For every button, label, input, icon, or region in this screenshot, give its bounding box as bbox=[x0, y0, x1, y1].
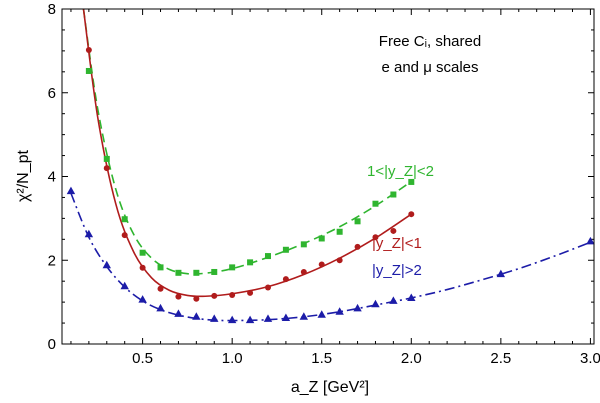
data-point-square bbox=[193, 269, 200, 276]
y-tick-label: 0 bbox=[48, 336, 56, 353]
y-axis-label: χ²/N_pt bbox=[15, 149, 32, 202]
x-tick-label: 1.5 bbox=[311, 350, 332, 367]
x-tick-label: 3.0 bbox=[580, 350, 600, 367]
data-point-triangle bbox=[174, 309, 183, 317]
data-point-square bbox=[247, 259, 254, 266]
data-point-circle bbox=[211, 292, 218, 299]
data-point-triangle bbox=[335, 307, 344, 315]
data-point-circle bbox=[85, 47, 92, 54]
data-point-square bbox=[390, 191, 397, 198]
data-point-triangle bbox=[389, 296, 398, 304]
fit-curve-series-0 bbox=[82, 9, 412, 275]
y-tick-label: 4 bbox=[48, 169, 56, 186]
data-point-square bbox=[264, 253, 271, 260]
data-point-triangle bbox=[353, 303, 362, 312]
data-point-circle bbox=[193, 295, 200, 302]
y-tick-label: 8 bbox=[48, 1, 56, 18]
data-point-circle bbox=[336, 257, 343, 264]
annotation-line-1: Free Cᵢ, shared bbox=[379, 33, 481, 50]
data-point-circle bbox=[318, 261, 325, 268]
data-point-triangle bbox=[371, 299, 380, 308]
data-point-square bbox=[354, 218, 361, 225]
y-tick-label: 2 bbox=[48, 252, 56, 269]
data-point-square bbox=[300, 241, 307, 248]
data-point-circle bbox=[264, 284, 271, 291]
data-point-square bbox=[157, 264, 164, 271]
data-point-circle bbox=[175, 293, 182, 300]
data-point-square bbox=[229, 264, 236, 271]
data-point-triangle bbox=[227, 315, 237, 324]
x-axis-label: a_Z [GeV²] bbox=[291, 379, 369, 396]
data-point-triangle bbox=[263, 314, 273, 322]
data-point-circle bbox=[354, 243, 361, 250]
y-tick-label: 6 bbox=[48, 85, 56, 102]
data-point-triangle bbox=[120, 281, 129, 290]
data-point-triangle bbox=[66, 186, 76, 195]
fit-curve-series-1 bbox=[82, 9, 412, 298]
data-point-circle bbox=[390, 227, 397, 234]
data-point-square bbox=[408, 178, 415, 185]
data-point-square bbox=[211, 268, 218, 275]
data-point-circle bbox=[157, 285, 164, 292]
data-point-square bbox=[121, 216, 128, 223]
data-point-circle bbox=[372, 234, 379, 241]
series-label-forward: |y_Z|>2 bbox=[372, 262, 422, 279]
y-tick-labels: 0 2 4 6 8 bbox=[48, 1, 56, 353]
x-tick-labels: 0.5 1.0 1.5 2.0 2.5 3.0 bbox=[132, 350, 600, 367]
data-point-triangle bbox=[281, 313, 291, 322]
data-point-circle bbox=[408, 211, 415, 218]
data-point-square bbox=[282, 246, 289, 253]
data-point-triangle bbox=[84, 229, 94, 238]
data-point-triangle bbox=[192, 312, 201, 320]
x-tick-label: 2.5 bbox=[490, 350, 511, 367]
data-point-square bbox=[336, 228, 343, 235]
axis-ticks bbox=[62, 8, 594, 345]
data-point-square bbox=[85, 67, 92, 74]
series-label-central: |y_Z|<1 bbox=[372, 235, 422, 252]
data-markers bbox=[66, 47, 595, 324]
data-point-triangle bbox=[138, 295, 147, 303]
data-point-circle bbox=[139, 264, 146, 271]
data-point-square bbox=[318, 235, 325, 242]
data-point-circle bbox=[121, 232, 128, 239]
data-point-circle bbox=[229, 292, 236, 299]
data-point-circle bbox=[282, 276, 289, 283]
data-point-square bbox=[372, 200, 379, 207]
data-point-circle bbox=[247, 289, 254, 296]
fit-curves bbox=[70, 9, 591, 322]
x-tick-label: 2.0 bbox=[401, 350, 422, 367]
data-point-circle bbox=[103, 165, 110, 172]
plot-frame bbox=[61, 8, 595, 345]
annotation-line-2: e and μ scales bbox=[381, 59, 478, 76]
series-label-mid-rapidity-band: 1<|y_Z|<2 bbox=[367, 163, 434, 180]
data-point-square bbox=[103, 155, 110, 162]
data-point-triangle bbox=[496, 269, 506, 278]
fit-curve-series-2 bbox=[70, 192, 591, 322]
data-point-triangle bbox=[102, 260, 111, 269]
data-point-triangle bbox=[586, 236, 595, 245]
data-point-square bbox=[139, 249, 146, 256]
data-point-triangle bbox=[317, 310, 326, 318]
data-point-triangle bbox=[210, 314, 219, 322]
data-point-triangle bbox=[407, 293, 416, 301]
data-point-triangle bbox=[156, 303, 165, 312]
x-tick-label: 0.5 bbox=[132, 350, 153, 367]
x-tick-label: 1.0 bbox=[222, 350, 243, 367]
data-point-triangle bbox=[299, 312, 309, 320]
data-point-square bbox=[175, 269, 182, 276]
data-point-circle bbox=[300, 268, 307, 275]
data-point-triangle bbox=[245, 315, 255, 324]
